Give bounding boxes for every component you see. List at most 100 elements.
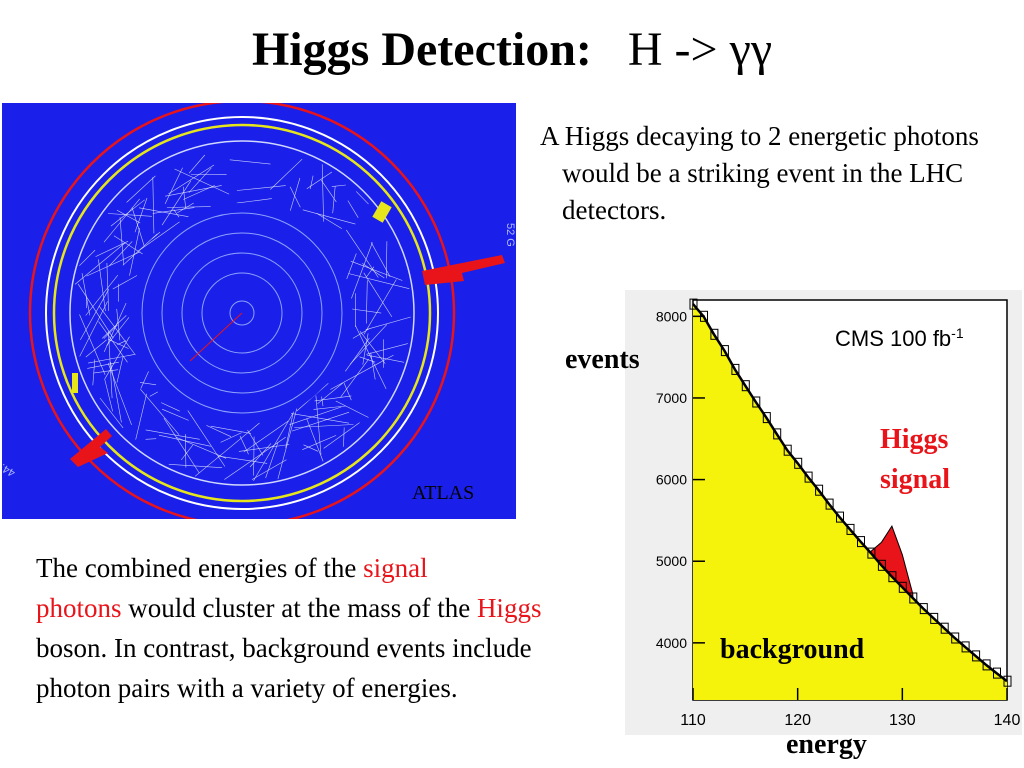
particle-track	[140, 389, 180, 435]
particle-track	[343, 427, 345, 447]
data-point	[720, 345, 729, 357]
particle-track	[164, 167, 183, 205]
title-formula: H -> γγ	[627, 23, 773, 76]
description-paragraph: The combined energies of the signal photo…	[36, 548, 546, 708]
particle-track	[218, 455, 268, 464]
background-label: background	[720, 634, 865, 665]
plot-svg: 4000 5000 6000 7000 8000 110 120 130 140 CMS 100…	[656, 298, 1020, 729]
y-tick-label: 6000	[656, 472, 687, 488]
particle-track	[362, 263, 385, 279]
particle-track	[306, 418, 324, 462]
y-tick-label: 8000	[656, 308, 687, 324]
data-point	[689, 298, 698, 310]
particle-track	[320, 179, 337, 203]
particle-track	[163, 418, 200, 474]
particle-track	[85, 339, 107, 358]
particle-track	[107, 213, 152, 217]
particle-track	[294, 424, 354, 428]
particle-track	[145, 438, 157, 440]
particle-track	[131, 207, 145, 246]
particle-track	[119, 217, 124, 265]
particle-track	[277, 408, 298, 479]
data-point	[741, 380, 750, 392]
particle-track	[98, 259, 106, 312]
particle-track	[340, 359, 369, 398]
data-point	[815, 484, 824, 496]
particle-track	[98, 305, 136, 356]
particle-track	[347, 200, 359, 218]
particle-track	[145, 429, 200, 440]
particle-track	[108, 241, 133, 267]
particle-track	[321, 396, 324, 407]
data-point	[961, 641, 970, 653]
particle-track	[265, 442, 279, 479]
particle-track	[366, 266, 375, 278]
data-point	[909, 592, 918, 604]
particle-track	[220, 432, 242, 443]
particle-track	[349, 324, 388, 365]
particle-track	[103, 198, 140, 243]
plot-annotation-main: CMS 100 fb	[835, 326, 951, 351]
x-axis-label-energy: energy	[786, 729, 867, 760]
particle-track	[165, 185, 222, 197]
particle-track	[306, 171, 333, 190]
particle-track	[104, 336, 130, 379]
cms-mass-plot: 4000 5000 6000 7000 8000 110 120 130 140 CMS 100…	[625, 290, 1022, 735]
particle-track	[210, 425, 251, 434]
particle-track	[285, 411, 294, 448]
particle-track	[188, 167, 212, 193]
photon-arrow-right	[422, 255, 505, 285]
particle-track	[330, 354, 394, 390]
particle-track	[112, 275, 138, 290]
data-point	[846, 523, 855, 535]
particle-track	[355, 191, 369, 205]
particle-track	[129, 228, 140, 276]
data-point	[825, 498, 834, 510]
particle-track	[187, 410, 226, 467]
intro-paragraph: A Higgs decaying to 2 energetic photons …	[540, 121, 979, 225]
particle-track	[238, 444, 290, 452]
higgs-label-line1: Higgs	[880, 424, 949, 455]
data-point	[773, 428, 782, 440]
particle-track	[108, 331, 113, 399]
particle-track	[93, 369, 119, 374]
particle-track	[110, 361, 122, 423]
data-point	[762, 412, 771, 424]
particle-track	[95, 241, 129, 257]
particle-track	[366, 280, 368, 324]
particle-track	[183, 185, 215, 200]
particle-track	[152, 207, 195, 214]
background-area	[693, 304, 1007, 700]
particle-track	[317, 382, 343, 405]
particle-track	[236, 185, 286, 191]
particle-track	[77, 283, 114, 339]
particle-track	[321, 164, 324, 222]
particle-track	[270, 158, 303, 190]
particle-track	[188, 154, 206, 174]
data-point	[919, 603, 928, 615]
particle-track	[236, 198, 272, 204]
particle-track	[363, 272, 393, 318]
particle-track	[103, 302, 127, 353]
particle-track	[224, 436, 286, 480]
particle-track	[79, 301, 108, 357]
particle-track	[314, 395, 352, 402]
particle-track	[386, 241, 388, 279]
particle-track	[168, 464, 223, 468]
data-point	[867, 547, 876, 559]
outer-red-ring	[28, 103, 456, 519]
y-tick-label: 7000	[656, 390, 687, 406]
particle-track	[107, 362, 132, 426]
particle-track	[251, 459, 287, 480]
particle-track	[180, 444, 194, 461]
desc-text-1: The combined energies of the	[36, 553, 364, 583]
particle-track	[177, 202, 194, 214]
slide-title: Higgs Detection: H -> γγ	[0, 22, 1024, 78]
atlas-detector-image: 52 G 44.7 GeV	[2, 103, 516, 519]
particle-track	[88, 354, 135, 364]
x-tick-label: 120	[784, 712, 811, 729]
particle-track	[175, 436, 227, 459]
particle-track	[313, 405, 346, 410]
title-main: Higgs Detection:	[251, 23, 592, 76]
inner-ring	[69, 140, 415, 486]
